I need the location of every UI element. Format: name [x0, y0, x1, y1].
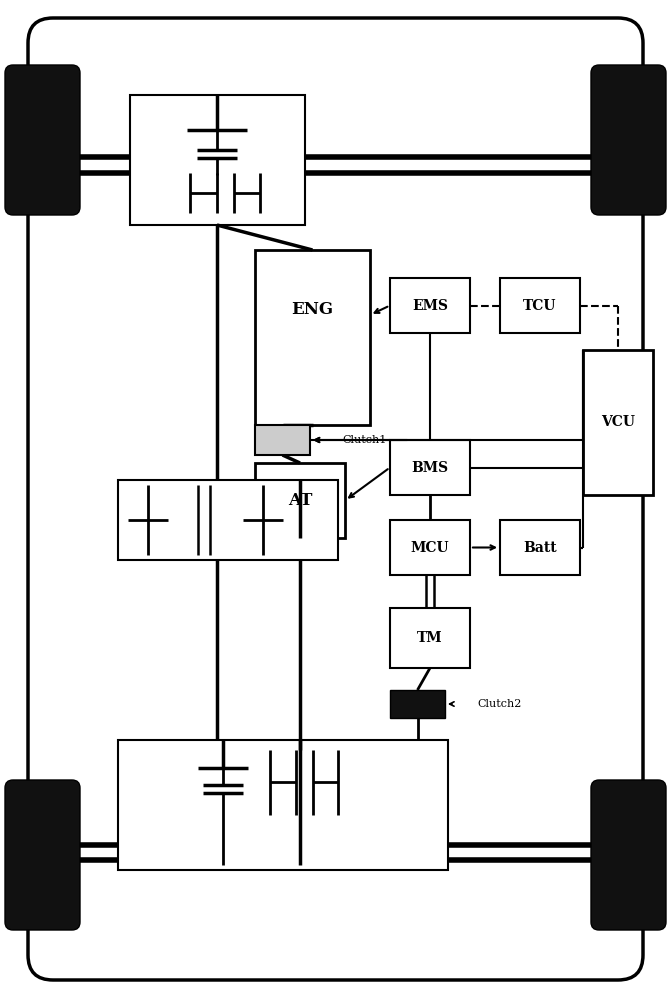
Text: VCU: VCU: [601, 416, 635, 430]
Text: Clutch1: Clutch1: [343, 435, 387, 445]
Bar: [500, 278, 580, 333]
Text: ENG: ENG: [291, 302, 333, 318]
Text: Clutch2: Clutch2: [478, 699, 522, 709]
FancyBboxPatch shape: [591, 780, 666, 930]
Text: TM: TM: [417, 631, 443, 645]
FancyBboxPatch shape: [5, 780, 80, 930]
Bar: [390, 278, 470, 333]
Text: Batt: Batt: [523, 540, 557, 554]
Bar: [583, 350, 653, 495]
FancyBboxPatch shape: [591, 65, 666, 215]
Text: TCU: TCU: [523, 298, 557, 312]
Text: EMS: EMS: [412, 298, 448, 312]
Bar: [255, 250, 370, 425]
Bar: [118, 480, 338, 560]
Bar: [118, 740, 448, 870]
Text: AT: AT: [288, 492, 312, 509]
Bar: [255, 463, 345, 538]
Text: MCU: MCU: [411, 540, 450, 554]
Bar: [390, 520, 470, 575]
Bar: [390, 440, 470, 495]
Bar: [130, 95, 305, 225]
Bar: [255, 425, 310, 455]
Bar: [390, 690, 445, 718]
FancyBboxPatch shape: [5, 65, 80, 215]
Text: BMS: BMS: [411, 460, 448, 475]
Bar: [500, 520, 580, 575]
FancyBboxPatch shape: [28, 18, 643, 980]
Bar: [390, 608, 470, 668]
